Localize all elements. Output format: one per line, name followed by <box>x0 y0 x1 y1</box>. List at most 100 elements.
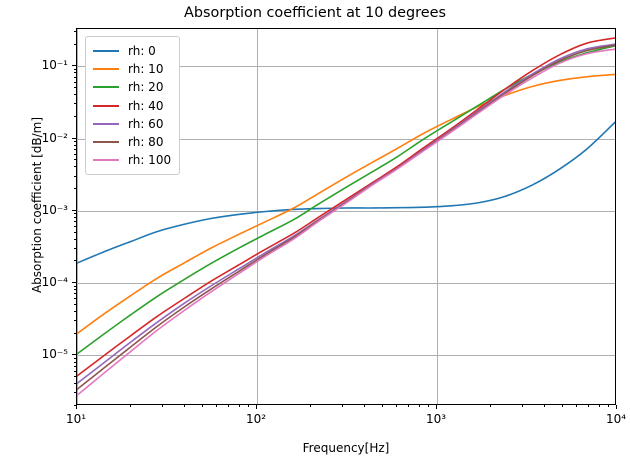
series-line <box>77 37 615 377</box>
y-tick-minor <box>73 87 76 89</box>
y-tick-minor <box>73 238 76 240</box>
y-tick-major <box>71 209 76 211</box>
y-tick-minor <box>73 159 76 161</box>
gridline-horizontal <box>77 355 615 357</box>
y-tick-minor <box>73 303 76 305</box>
y-tick-minor <box>73 216 76 218</box>
y-tick-minor <box>73 320 76 322</box>
y-tick-minor <box>73 68 76 70</box>
x-tick-minor <box>161 405 163 408</box>
y-tick-minor <box>73 376 76 378</box>
legend[interactable]: rh: 0 rh: 10 rh: 20 rh: 40 rh: 60 rh: 80 rh: 1… <box>85 36 181 176</box>
x-tick-minor <box>238 405 240 408</box>
x-tick-minor <box>408 405 410 408</box>
legend-color-swatch <box>93 68 119 71</box>
y-tick-minor <box>73 115 76 117</box>
y-tick-label: 10⁻³ <box>41 202 68 217</box>
y-tick-minor <box>73 370 76 372</box>
legend-color-swatch <box>93 50 119 53</box>
y-tick-minor <box>73 188 76 190</box>
legend-color-swatch <box>93 141 119 144</box>
x-tick-minor <box>130 405 132 408</box>
x-tick-minor <box>247 405 249 408</box>
y-tick-label: 10⁻¹ <box>41 58 68 73</box>
series-line <box>77 48 615 397</box>
x-tick-minor <box>341 405 343 408</box>
y-tick-minor <box>73 30 76 32</box>
y-tick-minor <box>73 383 76 385</box>
y-tick-minor <box>73 175 76 177</box>
legend-label: rh: 100 <box>128 153 172 168</box>
y-tick-minor <box>73 361 76 363</box>
gridline-horizontal <box>77 283 615 285</box>
gridline-horizontal <box>77 210 615 212</box>
gridline-vertical <box>77 29 78 404</box>
x-tick-label: 10⁴ <box>605 412 627 426</box>
x-tick-major <box>76 405 77 410</box>
legend-item[interactable]: rh: 40 <box>93 97 171 115</box>
y-tick-minor <box>73 144 76 146</box>
legend-item[interactable]: rh: 20 <box>93 78 171 96</box>
x-tick-minor <box>521 405 523 408</box>
y-tick-minor <box>73 293 76 295</box>
y-tick-minor <box>73 148 76 150</box>
legend-color-swatch <box>93 159 119 162</box>
x-tick-minor <box>396 405 398 408</box>
y-tick-minor <box>73 405 76 406</box>
legend-item[interactable]: rh: 80 <box>93 133 171 151</box>
y-tick-minor <box>73 221 76 223</box>
x-tick-label: 10¹ <box>65 412 87 426</box>
y-tick-minor <box>73 392 76 394</box>
x-tick-major <box>256 405 257 410</box>
x-tick-minor <box>184 405 186 408</box>
legend-item[interactable]: rh: 0 <box>93 42 171 60</box>
x-tick-minor <box>561 405 563 408</box>
legend-item[interactable]: rh: 60 <box>93 115 171 133</box>
y-tick-minor <box>73 81 76 83</box>
x-tick-minor <box>418 405 420 408</box>
y-tick-major <box>71 282 76 284</box>
y-tick-minor <box>73 231 76 233</box>
y-tick-minor <box>73 247 76 249</box>
y-tick-minor <box>73 365 76 367</box>
y-tick-minor <box>73 289 76 291</box>
y-tick-major <box>71 137 76 139</box>
series-line <box>77 121 615 264</box>
series-line <box>77 73 615 335</box>
x-tick-minor <box>598 405 600 408</box>
y-axis-label: Absorption coefficient [dB/m] <box>30 116 44 294</box>
y-tick-major <box>71 65 76 67</box>
legend-item[interactable]: rh: 10 <box>93 60 171 78</box>
y-tick-minor <box>73 153 76 155</box>
x-axis-label: Frequency[Hz] <box>302 441 390 455</box>
y-tick-minor <box>73 43 76 45</box>
x-tick-minor <box>310 405 312 408</box>
x-tick-label: 10³ <box>425 412 447 426</box>
legend-item[interactable]: rh: 100 <box>93 151 171 169</box>
y-tick-minor <box>73 310 76 312</box>
x-tick-minor <box>544 405 546 408</box>
y-tick-label: 10⁻⁴ <box>41 275 68 290</box>
y-tick-label: 10⁻⁵ <box>41 347 68 362</box>
x-tick-minor <box>381 405 383 408</box>
y-tick-minor <box>73 141 76 143</box>
x-tick-major <box>616 405 617 410</box>
x-tick-label: 10² <box>245 412 267 426</box>
y-tick-major <box>71 354 76 356</box>
x-tick-minor <box>588 405 590 408</box>
y-tick-minor <box>73 76 76 78</box>
legend-label: rh: 60 <box>128 116 164 131</box>
y-tick-minor <box>73 213 76 215</box>
legend-label: rh: 40 <box>128 98 164 113</box>
y-tick-minor <box>73 226 76 227</box>
data-curves <box>77 37 615 397</box>
gridline-horizontal <box>77 138 615 140</box>
x-tick-minor <box>427 405 429 408</box>
x-tick-minor <box>216 405 218 408</box>
x-tick-minor <box>364 405 366 408</box>
y-tick-minor <box>73 72 76 74</box>
y-tick-minor <box>73 357 76 359</box>
y-tick-label: 10⁻² <box>41 130 68 145</box>
y-tick-minor <box>73 285 76 287</box>
